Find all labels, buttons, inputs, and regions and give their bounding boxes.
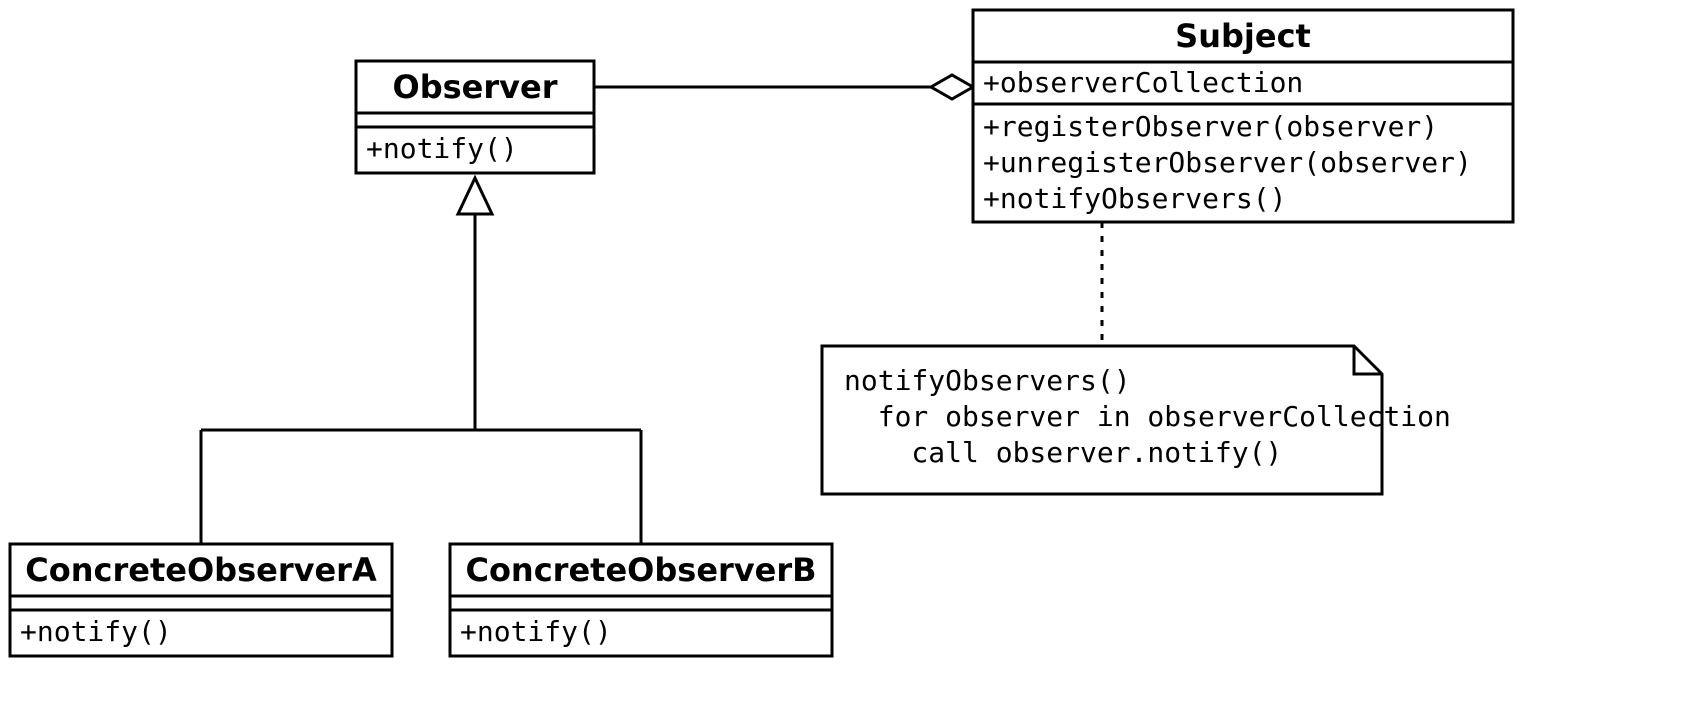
method-text: +notify() bbox=[460, 615, 612, 648]
method-text: +notify() bbox=[20, 615, 172, 648]
note-line: notifyObservers() bbox=[844, 364, 1131, 397]
edge-aggregation bbox=[594, 75, 973, 99]
diamond-icon bbox=[931, 75, 973, 99]
class-title: ConcreteObserverB bbox=[465, 551, 816, 589]
class-title: ConcreteObserverA bbox=[25, 551, 377, 589]
note-line: call observer.notify() bbox=[844, 436, 1282, 469]
class-subject: Subject +observerCollection +registerObs… bbox=[973, 10, 1513, 222]
class-observer: Observer +notify() bbox=[356, 61, 594, 173]
method-text: +registerObserver(observer) bbox=[983, 110, 1438, 143]
class-concrete-observer-a: ConcreteObserverA +notify() bbox=[10, 544, 392, 656]
uml-diagram: Observer +notify() Subject +observerColl… bbox=[0, 0, 1708, 706]
method-text: +unregisterObserver(observer) bbox=[983, 146, 1472, 179]
class-title: Observer bbox=[393, 68, 558, 106]
uml-note: notifyObservers() for observer in observ… bbox=[822, 346, 1451, 494]
method-text: +notifyObservers() bbox=[983, 182, 1286, 215]
method-text: +notify() bbox=[366, 132, 518, 165]
class-concrete-observer-b: ConcreteObserverB +notify() bbox=[450, 544, 832, 656]
class-title: Subject bbox=[1175, 17, 1311, 55]
edge-generalization bbox=[201, 178, 641, 544]
triangle-arrow-icon bbox=[458, 178, 492, 214]
note-line: for observer in observerCollection bbox=[844, 400, 1451, 433]
attribute-text: +observerCollection bbox=[983, 66, 1303, 99]
